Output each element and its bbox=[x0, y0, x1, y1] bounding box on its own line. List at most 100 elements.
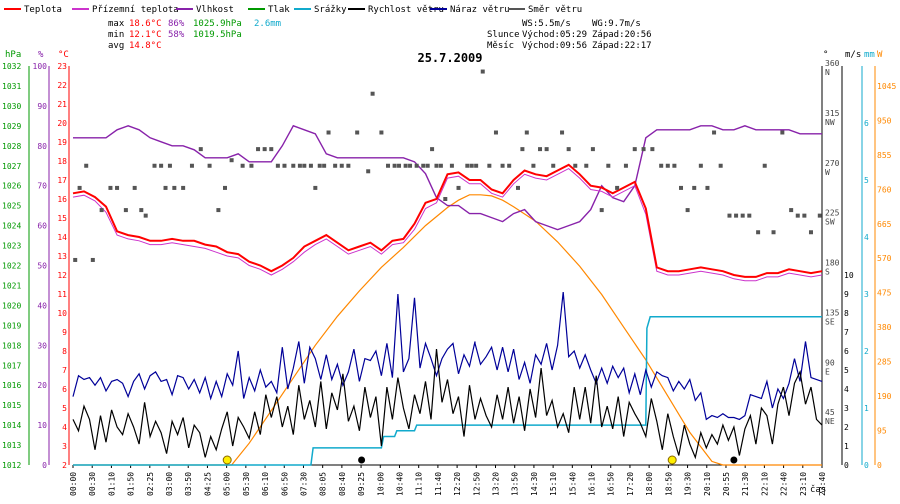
x-tick-label: 18:50 bbox=[664, 472, 673, 496]
x-tick-label: 03:50 bbox=[184, 472, 193, 496]
x-tick-label: 11:10 bbox=[415, 472, 424, 496]
x-tick-label: 10:00 bbox=[376, 472, 385, 496]
stats-min-press: 1019.5hPa bbox=[193, 30, 242, 40]
wind-dir-point bbox=[544, 147, 549, 152]
wind-dir-point bbox=[240, 163, 245, 168]
x-tick-label: 15:40 bbox=[568, 472, 577, 496]
pct-tick: 60 bbox=[37, 222, 47, 231]
axis-dir-label: ° bbox=[823, 50, 828, 60]
hpa-tick: 1024 bbox=[2, 222, 21, 231]
pct-tick: 10 bbox=[37, 421, 47, 430]
mm-tick: 4 bbox=[864, 233, 869, 242]
wind-dir-point bbox=[679, 185, 684, 190]
wind-dir-point bbox=[392, 163, 397, 168]
stats-max-hum: 86% bbox=[168, 19, 185, 29]
wind-dir-point bbox=[172, 185, 177, 190]
hpa-tick: 1013 bbox=[2, 441, 21, 450]
hpa-tick: 1012 bbox=[2, 461, 21, 470]
wind-dir-point bbox=[198, 147, 203, 152]
x-tick-label: 00:30 bbox=[88, 472, 97, 496]
hpa-tick: 1016 bbox=[2, 381, 21, 390]
ms-tick: 1 bbox=[844, 442, 849, 451]
wind-dir-point bbox=[275, 163, 280, 168]
wind-wg: WG:9.7m/s bbox=[592, 19, 641, 29]
wind-dir-point bbox=[216, 208, 221, 213]
pct-tick: 40 bbox=[37, 301, 47, 310]
wind-dir-point bbox=[282, 163, 287, 168]
wind-dir-point bbox=[143, 213, 148, 218]
hpa-tick: 1017 bbox=[2, 361, 21, 370]
x-tick-label: 01:50 bbox=[127, 472, 136, 496]
x-tick-label: 00:00 bbox=[69, 472, 78, 496]
degc-tick: 6 bbox=[62, 385, 67, 394]
degc-tick: 5 bbox=[62, 404, 67, 413]
mm-tick: 5 bbox=[864, 176, 869, 185]
wind-dir-point bbox=[207, 163, 212, 168]
wind-dir-point bbox=[771, 230, 776, 235]
wind-dir-point bbox=[641, 147, 646, 152]
wind-dir-point bbox=[132, 185, 137, 190]
dir-tick-name: NW bbox=[825, 118, 835, 127]
wind-dir-point bbox=[584, 163, 589, 168]
x-tick-label: 06:10 bbox=[261, 472, 270, 496]
sunrise-marker bbox=[222, 455, 232, 465]
ms-tick: 0 bbox=[844, 461, 849, 470]
wind-dir-point bbox=[672, 163, 677, 168]
stats-max-rain: 2.6mm bbox=[254, 19, 281, 29]
wind-dir-point bbox=[366, 169, 371, 174]
x-tick-label: 23:10 bbox=[799, 472, 808, 496]
ms-tick: 2 bbox=[844, 423, 849, 432]
degc-tick: 19 bbox=[57, 138, 67, 147]
pct-tick: 80 bbox=[37, 142, 47, 151]
pct-tick: 50 bbox=[37, 262, 47, 271]
degc-tick: 21 bbox=[57, 100, 67, 109]
degc-tick: 10 bbox=[57, 309, 67, 318]
wind-dir-point bbox=[531, 163, 536, 168]
moonset-marker bbox=[730, 456, 738, 464]
wind-dir-point bbox=[817, 213, 822, 218]
wind-dir-point bbox=[566, 147, 571, 152]
legend-label-1: Přízemní teplota bbox=[92, 5, 179, 15]
hpa-tick: 1015 bbox=[2, 401, 21, 410]
dir-tick-name: W bbox=[825, 168, 830, 177]
x-tick-label: 08:40 bbox=[338, 472, 347, 496]
wind-dir-point bbox=[108, 185, 113, 190]
degc-tick: 4 bbox=[62, 423, 67, 432]
wind-dir-point bbox=[90, 257, 95, 262]
w-tick: 1045 bbox=[877, 82, 896, 91]
axis-mm-label: mm bbox=[864, 50, 875, 60]
chart-date: 25.7.2009 bbox=[417, 51, 482, 65]
wind-dir-point bbox=[408, 163, 413, 168]
x-tick-label: 01:10 bbox=[107, 472, 116, 496]
wind-dir-point bbox=[659, 163, 664, 168]
degc-tick: 16 bbox=[57, 195, 67, 204]
degc-tick: 14 bbox=[57, 233, 67, 242]
wind-dir-point bbox=[705, 185, 710, 190]
wind-dir-point bbox=[599, 208, 604, 213]
x-tick-label: 12:50 bbox=[472, 472, 481, 496]
mm-tick: 3 bbox=[864, 290, 869, 299]
wind-dir-point bbox=[355, 130, 360, 135]
ms-tick: 6 bbox=[844, 347, 849, 356]
wind-dir-point bbox=[163, 185, 168, 190]
wind-dir-point bbox=[606, 163, 611, 168]
stats-max-temp: 18.6°C bbox=[129, 19, 162, 29]
wind-dir-point bbox=[262, 147, 267, 152]
wind-dir-point bbox=[223, 185, 228, 190]
x-axis-label: čas bbox=[810, 484, 826, 495]
x-tick-label: 17:20 bbox=[626, 472, 635, 496]
degc-tick: 23 bbox=[57, 62, 67, 71]
wind-dir-point bbox=[632, 147, 637, 152]
ms-tick: 4 bbox=[844, 385, 849, 394]
wind-dir-point bbox=[780, 130, 785, 135]
x-tick-label: 13:20 bbox=[492, 472, 501, 496]
x-tick-label: 21:30 bbox=[741, 472, 750, 496]
w-tick: 380 bbox=[877, 323, 892, 332]
wind-dir-point bbox=[747, 213, 752, 218]
wind-dir-point bbox=[159, 163, 164, 168]
w-tick: 285 bbox=[877, 358, 892, 367]
legend-label-3: Tlak bbox=[268, 5, 290, 15]
ms-tick: 9 bbox=[844, 290, 849, 299]
x-tick-label: 08:05 bbox=[319, 472, 328, 496]
x-tick-label: 18:00 bbox=[645, 472, 654, 496]
